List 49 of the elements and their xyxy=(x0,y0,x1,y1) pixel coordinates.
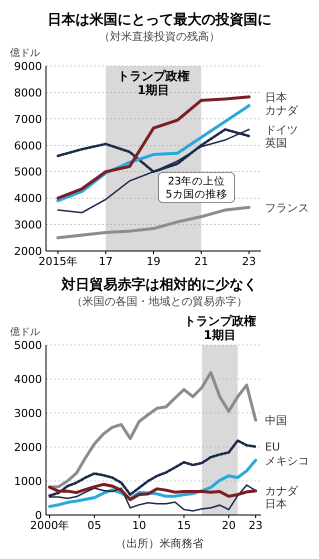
series-label: 日本 xyxy=(265,498,287,511)
y-tick-label: 6000 xyxy=(14,139,42,152)
y-tick-label: 5000 xyxy=(14,166,42,179)
y-tick-label: 9000 xyxy=(14,60,42,73)
series-label: 日本 xyxy=(265,90,287,104)
x-tick-label: 2000年 xyxy=(30,519,70,532)
series-label: EU xyxy=(265,440,280,454)
y-tick-label: 2000 xyxy=(14,441,42,454)
line-series xyxy=(57,128,250,214)
line-series xyxy=(48,371,258,489)
chart-title: 日本は米国にとって最大の投資国に xyxy=(48,12,272,28)
x-tick-label: 23 xyxy=(242,255,256,268)
line-series xyxy=(48,482,258,502)
y-tick-label: 1000 xyxy=(14,475,42,488)
y-axis-title: 億ドル xyxy=(10,47,40,59)
y-tick-label: 8000 xyxy=(14,86,42,100)
series-label: 英国 xyxy=(265,136,287,150)
y-tick-label: 3000 xyxy=(14,218,42,232)
y-tick-label: 7000 xyxy=(14,112,42,126)
x-tick-label: 15 xyxy=(176,519,191,532)
y-tick-label: 5000 xyxy=(14,339,42,352)
y-tick-label: 2000 xyxy=(14,245,42,258)
x-tick-label: 23 xyxy=(248,519,263,532)
y-axis-title: 億ドル xyxy=(10,326,40,338)
x-tick-label: 19 xyxy=(146,255,160,268)
series-label: ドイツ xyxy=(265,123,298,136)
chart-title: 対日貿易赤字は相対的に少なく xyxy=(60,276,258,293)
x-tick-label: 2015年 xyxy=(38,255,78,268)
y-tick-label: 4000 xyxy=(14,192,42,206)
y-tick-label: 0 xyxy=(35,509,42,522)
x-tick-label: 05 xyxy=(87,519,102,532)
x-tick-label: 10 xyxy=(132,519,146,532)
band-label: トランプ政権 1期目 xyxy=(184,314,256,342)
series-label: メキシコ xyxy=(265,454,309,468)
series-label: フランス xyxy=(265,201,309,214)
line-series xyxy=(56,206,251,240)
chart-subtitle: （米国の各国・地域との貿易赤字） xyxy=(72,295,248,308)
y-tick-label: 3000 xyxy=(14,407,42,420)
x-tick-label: 21 xyxy=(194,255,208,268)
series-label: カナダ xyxy=(265,484,299,498)
chart-subtitle: （対米直接投資の残高） xyxy=(99,30,220,43)
band-label: トランプ政権 1期目 xyxy=(118,69,190,97)
series-label: カナダ xyxy=(265,104,299,117)
x-tick-label: 20 xyxy=(222,519,236,532)
y-tick-label: 4000 xyxy=(14,373,42,386)
x-tick-label: 17 xyxy=(98,255,113,268)
annotation: 23年の上位 5カ国の推移 xyxy=(166,174,228,200)
text: （出所）米商務省 xyxy=(116,537,204,550)
series-label: 中国 xyxy=(265,414,287,428)
